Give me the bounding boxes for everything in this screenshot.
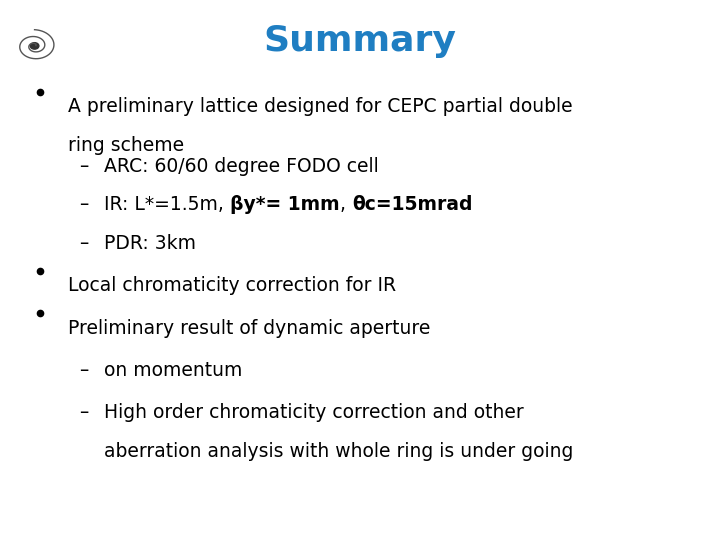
Text: IR: L*=1.5m,: IR: L*=1.5m,: [104, 195, 230, 214]
Text: Local chromaticity correction for IR: Local chromaticity correction for IR: [68, 276, 397, 295]
Text: ,: ,: [340, 195, 352, 214]
Text: –: –: [79, 361, 89, 380]
Circle shape: [30, 43, 39, 49]
Text: –: –: [79, 195, 89, 214]
Text: Summary: Summary: [264, 24, 456, 58]
Text: PDR: 3km: PDR: 3km: [104, 234, 197, 253]
Text: aberration analysis with whole ring is under going: aberration analysis with whole ring is u…: [104, 442, 574, 461]
Text: βy*= 1mm: βy*= 1mm: [230, 195, 340, 214]
Text: –: –: [79, 157, 89, 176]
Text: High order chromaticity correction and other: High order chromaticity correction and o…: [104, 403, 524, 422]
Text: –: –: [79, 234, 89, 253]
Text: on momentum: on momentum: [104, 361, 243, 380]
Text: ring scheme: ring scheme: [68, 136, 184, 155]
Text: A preliminary lattice designed for CEPC partial double: A preliminary lattice designed for CEPC …: [68, 97, 573, 116]
Text: Preliminary result of dynamic aperture: Preliminary result of dynamic aperture: [68, 319, 431, 338]
Text: ARC: 60/60 degree FODO cell: ARC: 60/60 degree FODO cell: [104, 157, 379, 176]
Text: –: –: [79, 403, 89, 422]
Text: θc=15mrad: θc=15mrad: [352, 195, 472, 214]
